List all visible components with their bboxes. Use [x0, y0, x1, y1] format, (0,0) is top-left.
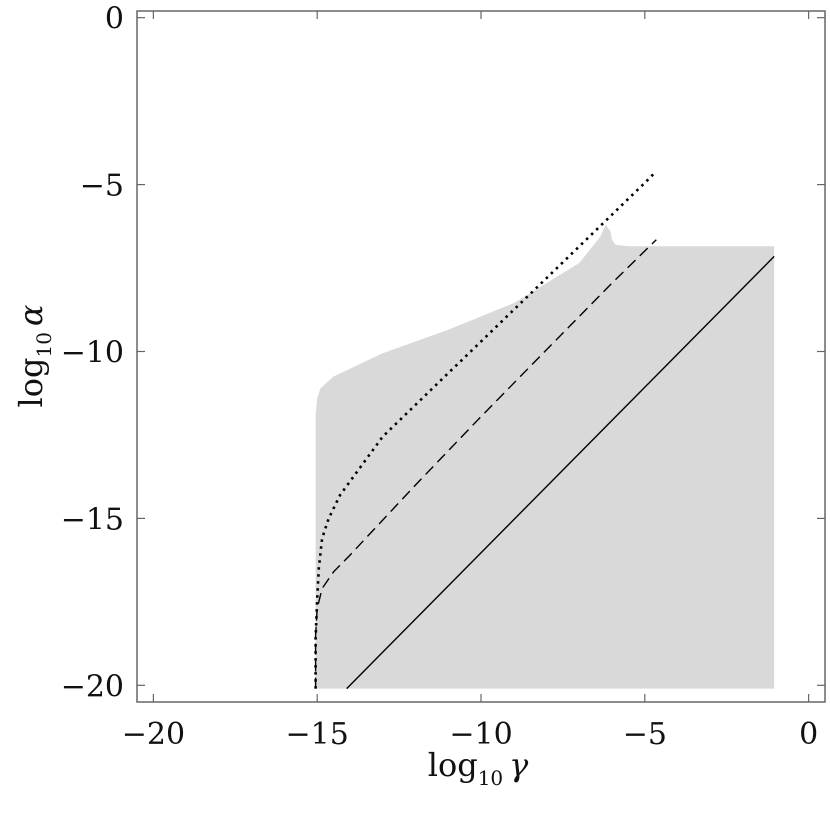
x-tick-label: −10 — [449, 717, 512, 752]
y-tick-label: −10 — [61, 335, 124, 370]
x-tick-label: −15 — [286, 717, 349, 752]
series-dashed-line — [314, 239, 657, 689]
ticks-layer: −20 −15 −10 −5 0 −20 −15 −10 −5 0 — [61, 2, 825, 752]
x-tick-label: −20 — [122, 717, 185, 752]
y-tick-label: −15 — [61, 502, 124, 537]
series-solid-line — [346, 255, 775, 690]
x-tick-label: −5 — [623, 717, 667, 752]
allowed-region — [315, 224, 775, 689]
series-layer — [314, 170, 775, 690]
x-tick-label: 0 — [799, 717, 818, 752]
y-tick-label: −20 — [61, 669, 124, 704]
y-axis-label: log10α — [12, 304, 56, 407]
allowed-region-layer — [315, 224, 775, 689]
x-axis-label: log10 γ — [428, 746, 529, 790]
series-dotted-line — [314, 170, 658, 689]
y-tick-label: 0 — [105, 2, 124, 37]
y-tick-label: −5 — [80, 169, 124, 204]
